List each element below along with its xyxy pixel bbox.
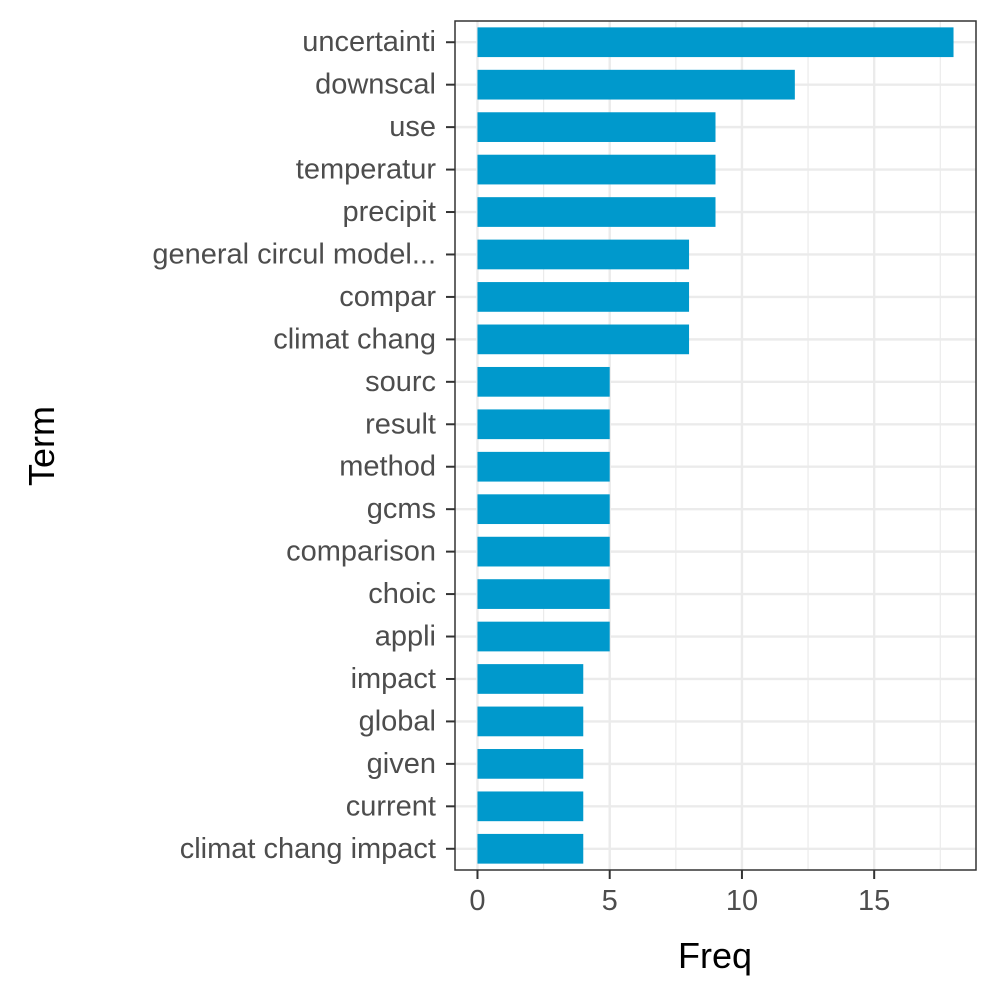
bar <box>477 706 584 737</box>
y-tick-label: appli <box>375 621 436 653</box>
x-tick-label: 15 <box>858 885 890 917</box>
bar <box>477 451 610 482</box>
bar <box>477 324 690 355</box>
y-tick-label: given <box>367 748 436 780</box>
y-tick-label: global <box>359 705 436 737</box>
bar <box>477 154 716 185</box>
y-tick-label: climat chang <box>273 323 436 355</box>
bar <box>477 69 795 100</box>
bar <box>477 536 610 567</box>
y-tick-label: choic <box>368 578 436 610</box>
y-tick-label: downscal <box>315 69 436 101</box>
bar <box>477 621 610 652</box>
y-tick-label: use <box>389 111 436 143</box>
bar <box>477 791 584 822</box>
y-tick-label: result <box>365 408 436 440</box>
panel-border <box>454 20 977 871</box>
x-tick-label: 0 <box>469 885 485 917</box>
y-tick-label: compar <box>339 281 436 313</box>
y-tick-label: general circul model... <box>152 238 436 270</box>
bar <box>477 27 954 58</box>
bar <box>477 366 610 397</box>
y-tick-label: impact <box>351 663 436 695</box>
bars <box>477 27 954 864</box>
y-tick-label: sourc <box>365 366 436 398</box>
x-tick-label: 10 <box>726 885 758 917</box>
bar <box>477 112 716 142</box>
y-tick-label: comparison <box>286 536 436 568</box>
y-tick-label: gcms <box>367 493 436 525</box>
bar <box>477 409 610 440</box>
y-tick-label: method <box>339 451 436 483</box>
bar <box>477 579 610 609</box>
bar <box>477 749 584 779</box>
y-axis-title: Term <box>21 406 62 486</box>
x-axis-title: Freq <box>678 935 752 976</box>
y-tick-label: climat chang impact <box>180 833 436 865</box>
bar <box>477 664 584 694</box>
bar <box>477 197 716 227</box>
bar <box>477 239 690 270</box>
y-tick-label: precipit <box>343 196 437 228</box>
x-tick-label: 5 <box>602 885 618 917</box>
bar <box>477 833 584 864</box>
y-tick-label: uncertainti <box>302 26 436 58</box>
y-tick-label: current <box>346 790 436 822</box>
y-tick-label: temperatur <box>296 154 437 186</box>
bar <box>477 282 690 312</box>
bar <box>477 494 610 525</box>
x-axis: 0 5 10 15 <box>469 870 890 917</box>
y-axis: uncertainti downscal use temperatur precipit… <box>152 26 455 865</box>
